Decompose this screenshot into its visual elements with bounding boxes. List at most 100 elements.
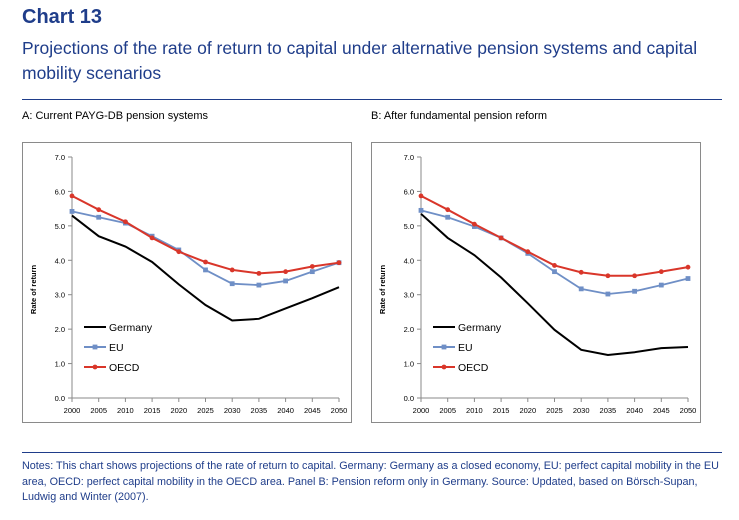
eu-point: [685, 276, 691, 281]
x-tick-label: 2045: [304, 406, 321, 415]
oecd-point: [176, 249, 182, 255]
oecd-point: [149, 235, 155, 241]
legend-marker-oecd: [92, 364, 98, 370]
oecd-point: [632, 273, 637, 279]
chart-number: Chart 13: [22, 6, 103, 28]
eu-point: [69, 208, 75, 214]
eu-point: [283, 278, 288, 284]
eu-point: [229, 281, 235, 287]
legend-marker-eu: [92, 344, 98, 350]
eu-point: [472, 224, 477, 229]
x-tick-label: 2030: [573, 406, 590, 415]
legend-label-germany: Germany: [458, 322, 502, 334]
oecd-point: [445, 207, 451, 213]
oecd-point: [229, 267, 235, 273]
chart-title: Projections of the rate of return to cap…: [22, 38, 698, 83]
eu-point: [632, 288, 637, 294]
oecd-point: [96, 207, 102, 213]
eu-point: [658, 282, 664, 288]
y-tick-label: 2.0: [404, 325, 414, 334]
x-tick-label: 2035: [251, 406, 268, 415]
top-divider: [22, 99, 722, 100]
oecd-point: [498, 235, 504, 241]
y-axis-label: Rate of return: [378, 264, 387, 314]
y-tick-label: 4.0: [55, 256, 65, 265]
legend-marker-oecd: [441, 364, 447, 370]
y-tick-label: 5.0: [404, 222, 414, 231]
oecd-point: [336, 260, 342, 266]
series-line-germany: [420, 213, 689, 356]
x-tick-label: 2050: [331, 406, 348, 415]
y-tick-label: 7.0: [404, 153, 414, 162]
chart-notes: Notes: This chart shows projections of t…: [22, 460, 719, 503]
eu-point: [256, 282, 262, 288]
x-tick-label: 2015: [493, 406, 510, 415]
series-line-germany: [71, 214, 340, 322]
x-tick-label: 2000: [413, 406, 430, 415]
oecd-point: [203, 259, 208, 265]
x-tick-label: 2040: [626, 406, 643, 415]
x-tick-label: 2015: [144, 406, 161, 415]
oecd-point: [283, 269, 288, 275]
oecd-point: [685, 264, 691, 270]
y-tick-label: 2.0: [55, 325, 65, 334]
eu-point: [578, 286, 584, 292]
y-tick-label: 6.0: [404, 187, 414, 196]
panel-a-chart: 0.0 1.0 2.0 3.0 4.0 5.0 6.0 7.0 2000 2005 2010 2015…: [22, 142, 352, 423]
legend-marker-eu: [441, 344, 447, 350]
eu-point: [418, 207, 424, 213]
oecd-point: [472, 221, 477, 227]
x-tick-label: 2020: [170, 406, 187, 415]
legend-label-oecd: OECD: [458, 362, 489, 374]
eu-point: [309, 269, 315, 275]
panel-a-title: A: Current PAYG-DB pension systems: [22, 110, 209, 122]
oecd-point: [552, 263, 557, 268]
x-tick-label: 2045: [653, 406, 670, 415]
x-tick-label: 2050: [680, 406, 697, 415]
panel-b-chart: 0.0 1.0 2.0 3.0 4.0 5.0 6.0 7.0 2000 2005 2010 2015…: [371, 142, 701, 423]
y-axis-label: Rate of return: [29, 264, 38, 314]
panel-b-title: B: After fundamental pension reform: [371, 110, 548, 122]
x-tick-label: 2010: [466, 406, 483, 415]
oecd-point: [605, 273, 611, 279]
oecd-point: [123, 219, 128, 225]
x-tick-label: 2030: [224, 406, 241, 415]
oecd-point: [418, 193, 424, 199]
y-tick-label: 4.0: [404, 256, 414, 265]
oecd-point: [256, 270, 262, 276]
x-tick-label: 2040: [277, 406, 294, 415]
x-tick-label: 2005: [439, 406, 456, 415]
legend-label-eu: EU: [458, 342, 473, 354]
x-tick-label: 2020: [519, 406, 536, 415]
y-tick-label: 1.0: [404, 360, 414, 369]
legend-label-eu: EU: [109, 342, 124, 354]
y-tick-label: 3.0: [404, 291, 414, 300]
y-tick-label: 6.0: [55, 187, 65, 196]
legend-label-germany: Germany: [109, 322, 153, 334]
x-tick-label: 2010: [117, 406, 134, 415]
eu-point: [96, 214, 102, 220]
x-tick-label: 2025: [546, 406, 563, 415]
chart-frame: [371, 142, 701, 423]
oecd-point: [525, 249, 531, 255]
eu-point: [445, 214, 451, 220]
y-tick-label: 0.0: [55, 394, 65, 403]
y-tick-label: 0.0: [404, 394, 414, 403]
x-tick-label: 2005: [90, 406, 107, 415]
oecd-point: [69, 193, 75, 199]
y-tick-label: 7.0: [55, 153, 65, 162]
bottom-divider: [22, 452, 722, 453]
oecd-point: [578, 269, 584, 275]
x-tick-label: 2035: [600, 406, 617, 415]
eu-point: [203, 267, 208, 273]
y-tick-label: 1.0: [55, 360, 65, 369]
eu-point: [552, 269, 557, 275]
chart-frame: [22, 142, 352, 423]
x-tick-label: 2025: [197, 406, 214, 415]
legend-label-oecd: OECD: [109, 362, 140, 374]
y-tick-label: 3.0: [55, 291, 65, 300]
x-tick-label: 2000: [64, 406, 81, 415]
eu-point: [605, 291, 611, 297]
oecd-point: [658, 269, 664, 275]
y-tick-label: 5.0: [55, 222, 65, 231]
